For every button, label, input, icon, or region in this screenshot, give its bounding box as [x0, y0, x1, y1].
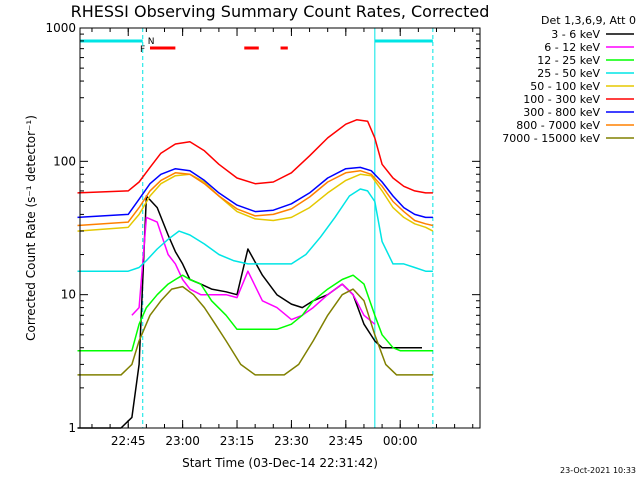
legend-label: 300 - 800 keV [523, 106, 600, 119]
y-tick-label: 100 [53, 154, 76, 168]
y-axis-label: Corrected Count Rate (s⁻¹ detector⁻¹) [24, 115, 38, 341]
x-tick-label: 23:30 [274, 434, 309, 448]
axes: 1 10 100 1000 22:45 23:00 23:15 23:30 23:45 00:00 [45, 21, 481, 448]
legend-label: 12 - 25 keV [537, 54, 600, 67]
x-tick-label: 00:00 [383, 434, 418, 448]
plot-area: NF [77, 28, 434, 429]
x-tick-label: 22:45 [111, 434, 146, 448]
y-tick-label: 10 [61, 288, 76, 302]
series-line [77, 188, 433, 272]
series-line [77, 195, 422, 429]
legend-label: 7000 - 15000 keV [502, 132, 600, 145]
x-tick-label: 23:15 [220, 434, 255, 448]
legend-label: 100 - 300 keV [523, 93, 600, 106]
legend-header: Det 1,3,6,9, Att 0 [541, 14, 636, 27]
legend-label: 800 - 7000 keV [516, 119, 600, 132]
date-stamp: 23-Oct-2021 10:33 [560, 466, 636, 475]
legend-label: 50 - 100 keV [530, 80, 600, 93]
x-tick-label: 23:00 [165, 434, 200, 448]
y-tick-label: 1 [68, 421, 76, 435]
x-axis-label: Start Time (03-Dec-14 22:31:42) [182, 456, 378, 470]
series-line [77, 274, 433, 352]
legend-label: 3 - 6 keV [551, 28, 600, 41]
series-line [77, 169, 434, 227]
y-tick-label: 1000 [45, 21, 76, 35]
series-line [77, 119, 433, 194]
series-line [77, 173, 434, 232]
chart-title: RHESSI Observing Summary Count Rates, Co… [71, 2, 490, 21]
series-line [77, 166, 433, 219]
legend-label: 6 - 12 keV [544, 41, 600, 54]
plot-frame [79, 27, 481, 429]
series-line [77, 285, 433, 376]
x-tick-label: 23:45 [329, 434, 364, 448]
series-line [131, 216, 376, 325]
night-flag-label: N [148, 37, 155, 47]
legend-label: 25 - 50 keV [537, 67, 600, 80]
